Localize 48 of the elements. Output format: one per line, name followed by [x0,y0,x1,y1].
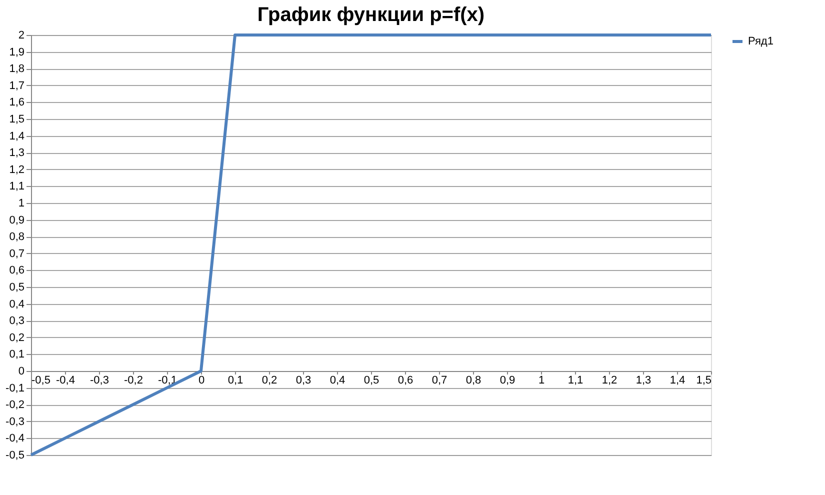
y-tick-label: 1,1 [9,180,24,193]
x-tick-label: 0 [198,374,205,386]
line-series [30,34,712,456]
x-tick-label: 1,1 [568,374,584,386]
y-tick-label: 1 [18,198,24,210]
y-tick-label: -0,3 [6,416,24,428]
y-tick-label: 2 [18,30,24,42]
y-tick-label: 1,3 [9,147,24,160]
y-tick-label: -0,4 [6,432,24,445]
y-tick-label: -0,2 [6,399,24,412]
y-tick-label: 1,9 [9,46,24,58]
x-tick-label: 0,7 [432,374,448,386]
x-tick-label: 0,4 [330,374,346,386]
x-tick-label: 1,5 [696,374,712,386]
y-tick-label: 0,9 [9,214,24,226]
x-tick-label: 1,3 [636,374,652,386]
x-tick-label: -0,3 [90,374,109,386]
y-tick-label: 1,5 [9,114,24,126]
x-tick-label: 0,9 [500,374,516,386]
y-tick-label: 0,5 [9,282,24,294]
y-tick-label: 1,6 [9,96,24,109]
y-tick-label: -0,5 [6,450,24,462]
x-tick-label: 0,6 [398,374,414,386]
y-tick-label: 0,4 [9,298,24,310]
x-tick-label: 0,1 [228,374,244,386]
chart-title: График функции p=f(x) [257,4,485,26]
x-tick-label: 0,2 [262,374,278,386]
x-tick-label: 0,8 [466,374,482,386]
y-tick-label: 1,7 [9,80,24,92]
y-tick-label: 0 [18,366,24,378]
x-tick-label: -0,5 [32,374,50,386]
y-tick-label: 1,2 [9,164,24,176]
x-tick-label: -0,2 [124,374,143,386]
x-tick-label: 1 [538,374,545,386]
x-tick-label: 0,3 [296,374,312,386]
y-tick-label: 0,6 [9,264,24,277]
y-tick-label: 0,7 [9,248,24,260]
x-tick-label: 1,4 [670,374,686,386]
y-tick-label: 0,1 [9,348,24,361]
x-tick-label: 1,2 [602,374,618,386]
y-tick-label: 0,8 [9,231,24,244]
x-tick-label: 0,5 [364,374,380,386]
y-tick-label: 1,8 [9,63,24,76]
legend-label: Ряд1 [748,36,774,48]
y-tick-label: 1,4 [9,130,24,142]
x-tick-label: -0,4 [56,374,75,386]
y-tick-label: 0,2 [9,332,24,344]
y-tick-label: 0,3 [9,315,24,328]
